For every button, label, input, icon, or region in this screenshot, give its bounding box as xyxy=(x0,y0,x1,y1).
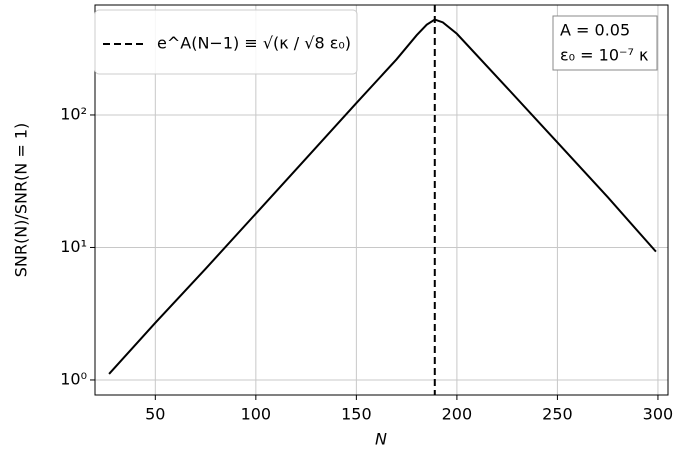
legend-label: e^A(N−1) ≡ √(κ / √8 ε₀) xyxy=(157,34,351,53)
x-tick-label: 150 xyxy=(341,405,372,424)
x-tick-label: 300 xyxy=(643,405,674,424)
annotation-box xyxy=(552,15,658,71)
x-tick-label: 200 xyxy=(442,405,473,424)
data-line xyxy=(108,18,657,375)
annotation: A = 0.05 xyxy=(560,21,630,40)
x-tick-label: 50 xyxy=(145,405,165,424)
y-axis-label: SNR(N)/SNR(N = 1) xyxy=(12,123,31,278)
y-tick-label: 10⁰ xyxy=(60,369,87,388)
x-tick-label: 250 xyxy=(542,405,573,424)
x-axis-label: N xyxy=(375,430,387,449)
annotation: ε₀ = 10⁻⁷ κ xyxy=(560,46,649,65)
legend-box xyxy=(94,9,358,75)
x-tick-label: 100 xyxy=(241,405,272,424)
plot-frame xyxy=(94,4,669,396)
y-tick-label: 10¹ xyxy=(60,237,87,256)
y-tick-label: 10² xyxy=(60,104,87,123)
